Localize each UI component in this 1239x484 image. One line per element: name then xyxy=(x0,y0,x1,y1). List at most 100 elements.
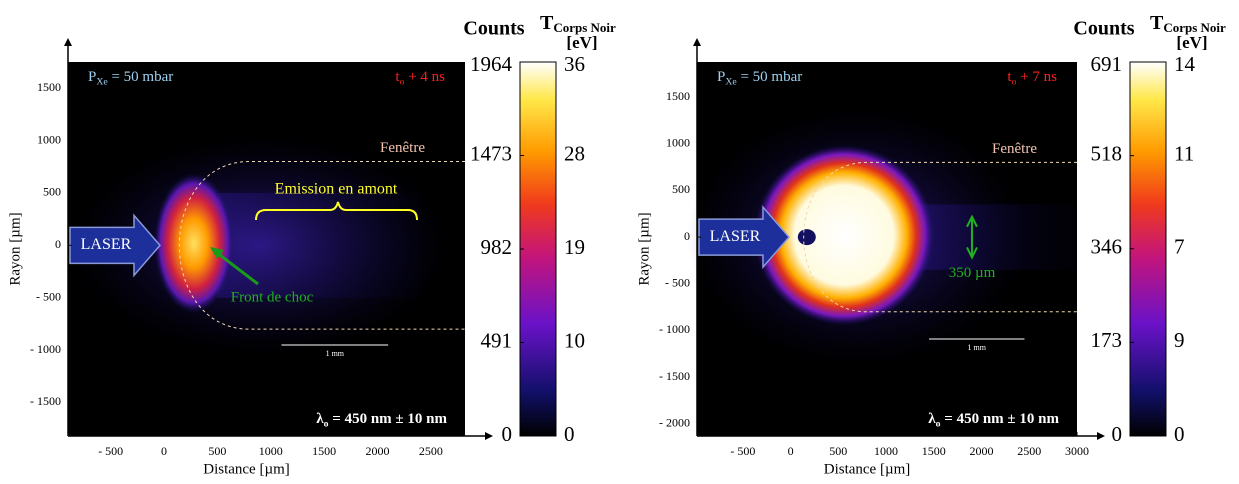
colorbar-title: Counts xyxy=(1073,18,1134,40)
laser-label: LASER xyxy=(81,236,132,253)
laser-arrow xyxy=(69,213,161,278)
time-label-part: o xyxy=(400,77,405,88)
colorbar-tick-label: 518 xyxy=(1091,141,1123,165)
window-label: Fenêtre xyxy=(992,141,1037,157)
pressure-label-part: = 50 mbar xyxy=(108,69,174,85)
temperature-title: TCorps Noir xyxy=(540,12,616,35)
time-label-part: t xyxy=(1007,69,1012,85)
y-axis-arrow xyxy=(693,38,701,46)
colorbar xyxy=(519,61,557,437)
colorbar-tick-label: 0 xyxy=(1112,422,1123,446)
y-tick-label: - 500 xyxy=(36,289,61,303)
x-tick-label: 1500 xyxy=(312,444,336,458)
wavelength-label-part: = 450 nm ± 10 nm xyxy=(329,411,448,427)
x-tick-label: 1500 xyxy=(922,444,946,458)
wavelength-label-part: o xyxy=(324,419,329,430)
temperature-subscript: Corps Noir xyxy=(1163,20,1226,35)
wavelength-label-part: = 450 nm ± 10 nm xyxy=(941,411,1060,427)
colorbar xyxy=(1129,61,1167,437)
y-tick-label: 1500 xyxy=(666,89,690,103)
pressure-label-part: = 50 mbar xyxy=(737,69,803,85)
colorbar-tick-label: 0 xyxy=(502,422,513,446)
y-tick-label: 1000 xyxy=(37,132,61,146)
wavelength-label: λo = 450 nm ± 10 nm xyxy=(928,411,1059,429)
time-label-part: t xyxy=(395,69,400,85)
shock-label: Front de choc xyxy=(231,289,314,305)
y-tick-label: 0 xyxy=(55,237,61,251)
brace xyxy=(255,201,418,221)
colorbar-tick-label: 1964 xyxy=(470,52,513,76)
x-tick-label: - 500 xyxy=(98,444,123,458)
temperature-tick-label: 11 xyxy=(1174,141,1194,165)
y-tick-label: - 1500 xyxy=(30,394,61,408)
laser-label: LASER xyxy=(710,228,761,245)
temperature-tick-label: 7 xyxy=(1174,235,1185,259)
scale-bar-label: 1 mm xyxy=(326,349,345,358)
wavelength-label: λo = 450 nm ± 10 nm xyxy=(316,411,447,429)
temperature-tick-label: 36 xyxy=(564,52,585,76)
x-tick-label: 500 xyxy=(829,444,847,458)
y-tick-label: 1000 xyxy=(666,135,690,149)
window-outline xyxy=(179,161,465,330)
temperature-tick-label: 0 xyxy=(1174,422,1185,446)
x-tick-label: 2000 xyxy=(970,444,994,458)
temperature-title: TCorps Noir xyxy=(1150,12,1226,35)
shock-arrow xyxy=(215,250,259,286)
x-tick-label: 2000 xyxy=(365,444,389,458)
wavelength-label-part: λ xyxy=(316,411,324,427)
y-tick-label: 0 xyxy=(684,229,690,243)
time-label: to + 7 ns xyxy=(1007,69,1057,87)
x-tick-label: 500 xyxy=(208,444,226,458)
laser-arrow xyxy=(698,205,790,270)
hot-spot xyxy=(754,145,935,326)
temperature-tick-label: 10 xyxy=(564,328,585,352)
x-axis-arrow xyxy=(485,432,493,440)
y-axis-label: Rayon [µm] xyxy=(636,212,652,285)
temperature-unit: [eV] xyxy=(1176,33,1207,52)
y-axis-label: Rayon [µm] xyxy=(7,212,23,285)
temperature-unit: [eV] xyxy=(566,33,597,52)
x-axis-label: Distance [µm] xyxy=(203,461,290,477)
colorbar-title: Counts xyxy=(463,18,524,40)
y-axis-arrow xyxy=(64,38,72,46)
temperature-tick-label: 14 xyxy=(1174,52,1196,76)
colorbar-tick-label: 1473 xyxy=(470,141,512,165)
x-tick-label: - 500 xyxy=(730,444,755,458)
pressure-label: PXe = 50 mbar xyxy=(717,69,802,87)
y-tick-label: 500 xyxy=(672,182,690,196)
scale-bar-label: 1 mm xyxy=(968,343,987,352)
x-axis-label: Distance [µm] xyxy=(824,461,911,477)
temperature-symbol: T xyxy=(1150,12,1164,34)
trail xyxy=(217,192,421,298)
shock-arrowhead xyxy=(210,247,224,259)
y-tick-label: - 1500 xyxy=(659,369,690,383)
temperature-tick-label: 28 xyxy=(564,141,585,165)
temperature-subscript: Corps Noir xyxy=(553,20,616,35)
wavelength-label-part: o xyxy=(936,419,941,430)
x-axis-arrow xyxy=(1097,432,1105,440)
y-tick-label: - 500 xyxy=(665,276,690,290)
temperature-symbol: T xyxy=(540,12,554,34)
pressure-label: PXe = 50 mbar xyxy=(88,69,173,87)
window-outline xyxy=(803,161,1077,313)
temperature-tick-label: 0 xyxy=(564,422,575,446)
width-arrowhead xyxy=(966,214,978,260)
colorbar-tick-label: 982 xyxy=(481,235,513,259)
time-label-part: + 4 ns xyxy=(404,69,445,85)
time-label-part: o xyxy=(1012,77,1017,88)
x-tick-label: 0 xyxy=(161,444,167,458)
colorbar-tick-label: 346 xyxy=(1091,235,1123,259)
colorbar-tick-label: 173 xyxy=(1091,328,1123,352)
time-label-part: + 7 ns xyxy=(1016,69,1057,85)
dark-spot xyxy=(797,229,816,246)
colorbar-tick-label: 491 xyxy=(481,328,513,352)
x-tick-label: 3000 xyxy=(1065,444,1089,458)
pressure-label-part: Xe xyxy=(725,77,736,88)
window-label: Fenêtre xyxy=(380,140,425,156)
width-label: 350 µm xyxy=(949,265,996,281)
y-tick-label: - 2000 xyxy=(659,416,690,430)
pressure-label-part: Xe xyxy=(96,77,107,88)
x-tick-label: 1000 xyxy=(259,444,283,458)
colorbar-tick-label: 691 xyxy=(1091,52,1123,76)
